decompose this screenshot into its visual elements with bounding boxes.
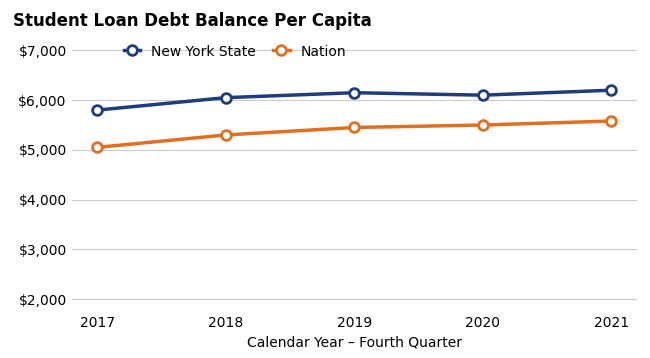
Nation [350, 125, 358, 130]
New York State [350, 91, 358, 95]
New York State [94, 108, 101, 112]
Legend: New York State, Nation: New York State, Nation [124, 45, 346, 59]
Nation [479, 123, 487, 127]
Nation [94, 145, 101, 150]
Text: Student Loan Debt Balance Per Capita: Student Loan Debt Balance Per Capita [13, 12, 372, 30]
Line: New York State: New York State [92, 85, 616, 115]
New York State [479, 93, 487, 97]
Nation [607, 119, 615, 123]
New York State [222, 96, 229, 100]
X-axis label: Calendar Year – Fourth Quarter: Calendar Year – Fourth Quarter [247, 336, 462, 350]
Line: Nation: Nation [92, 116, 616, 152]
New York State [607, 88, 615, 92]
Nation [222, 133, 229, 137]
